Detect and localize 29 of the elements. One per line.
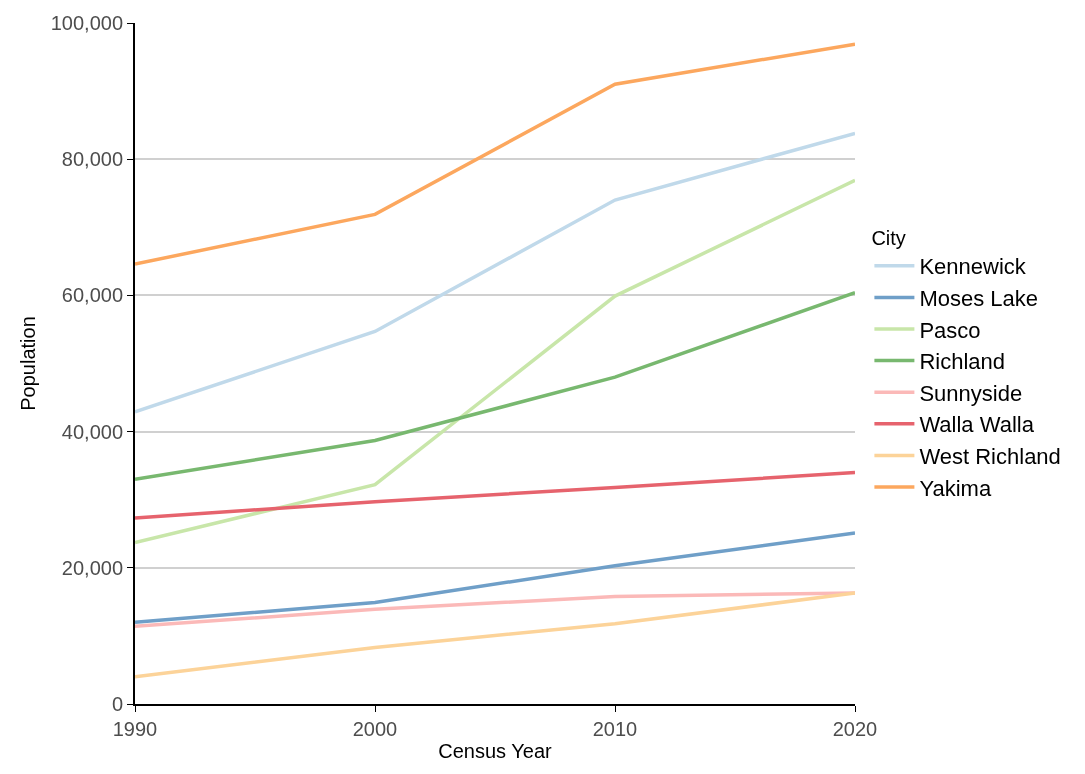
x-tick-label: 2020 — [832, 718, 878, 740]
legend-label: Walla Walla — [919, 412, 1035, 438]
legend-label: Pasco — [919, 317, 981, 343]
y-axis-title: Population — [16, 316, 39, 411]
line-series — [135, 178, 855, 545]
x-tick-label: 2010 — [592, 718, 638, 740]
line-series — [135, 591, 855, 629]
legend-label: Sunnyside — [919, 380, 1023, 406]
legend-label: Yakima — [919, 475, 992, 501]
line-series — [135, 470, 855, 520]
line-series — [135, 42, 855, 266]
line-series — [135, 131, 855, 414]
y-tick-label: 80,000 — [61, 148, 123, 171]
line-series — [135, 531, 855, 625]
line-series — [135, 591, 855, 679]
y-tick-label: 60,000 — [61, 284, 123, 307]
legend-label: West Richland — [919, 443, 1061, 469]
x-axis-title: Census Year — [438, 740, 553, 762]
y-tick-label: 40,000 — [61, 420, 123, 443]
x-tick-label: 2000 — [352, 718, 398, 740]
legend-label: Kennewick — [919, 254, 1027, 280]
legend-title: City — [871, 227, 906, 249]
x-tick-label: 1990 — [112, 718, 158, 740]
line-series — [135, 290, 855, 482]
y-tick-label: 0 — [111, 693, 123, 715]
legend-label: Richland — [919, 349, 1006, 375]
y-tick-label: 20,000 — [61, 556, 123, 579]
legend-label: Moses Lake — [919, 285, 1039, 311]
y-tick-label: 100,000 — [50, 12, 123, 34]
